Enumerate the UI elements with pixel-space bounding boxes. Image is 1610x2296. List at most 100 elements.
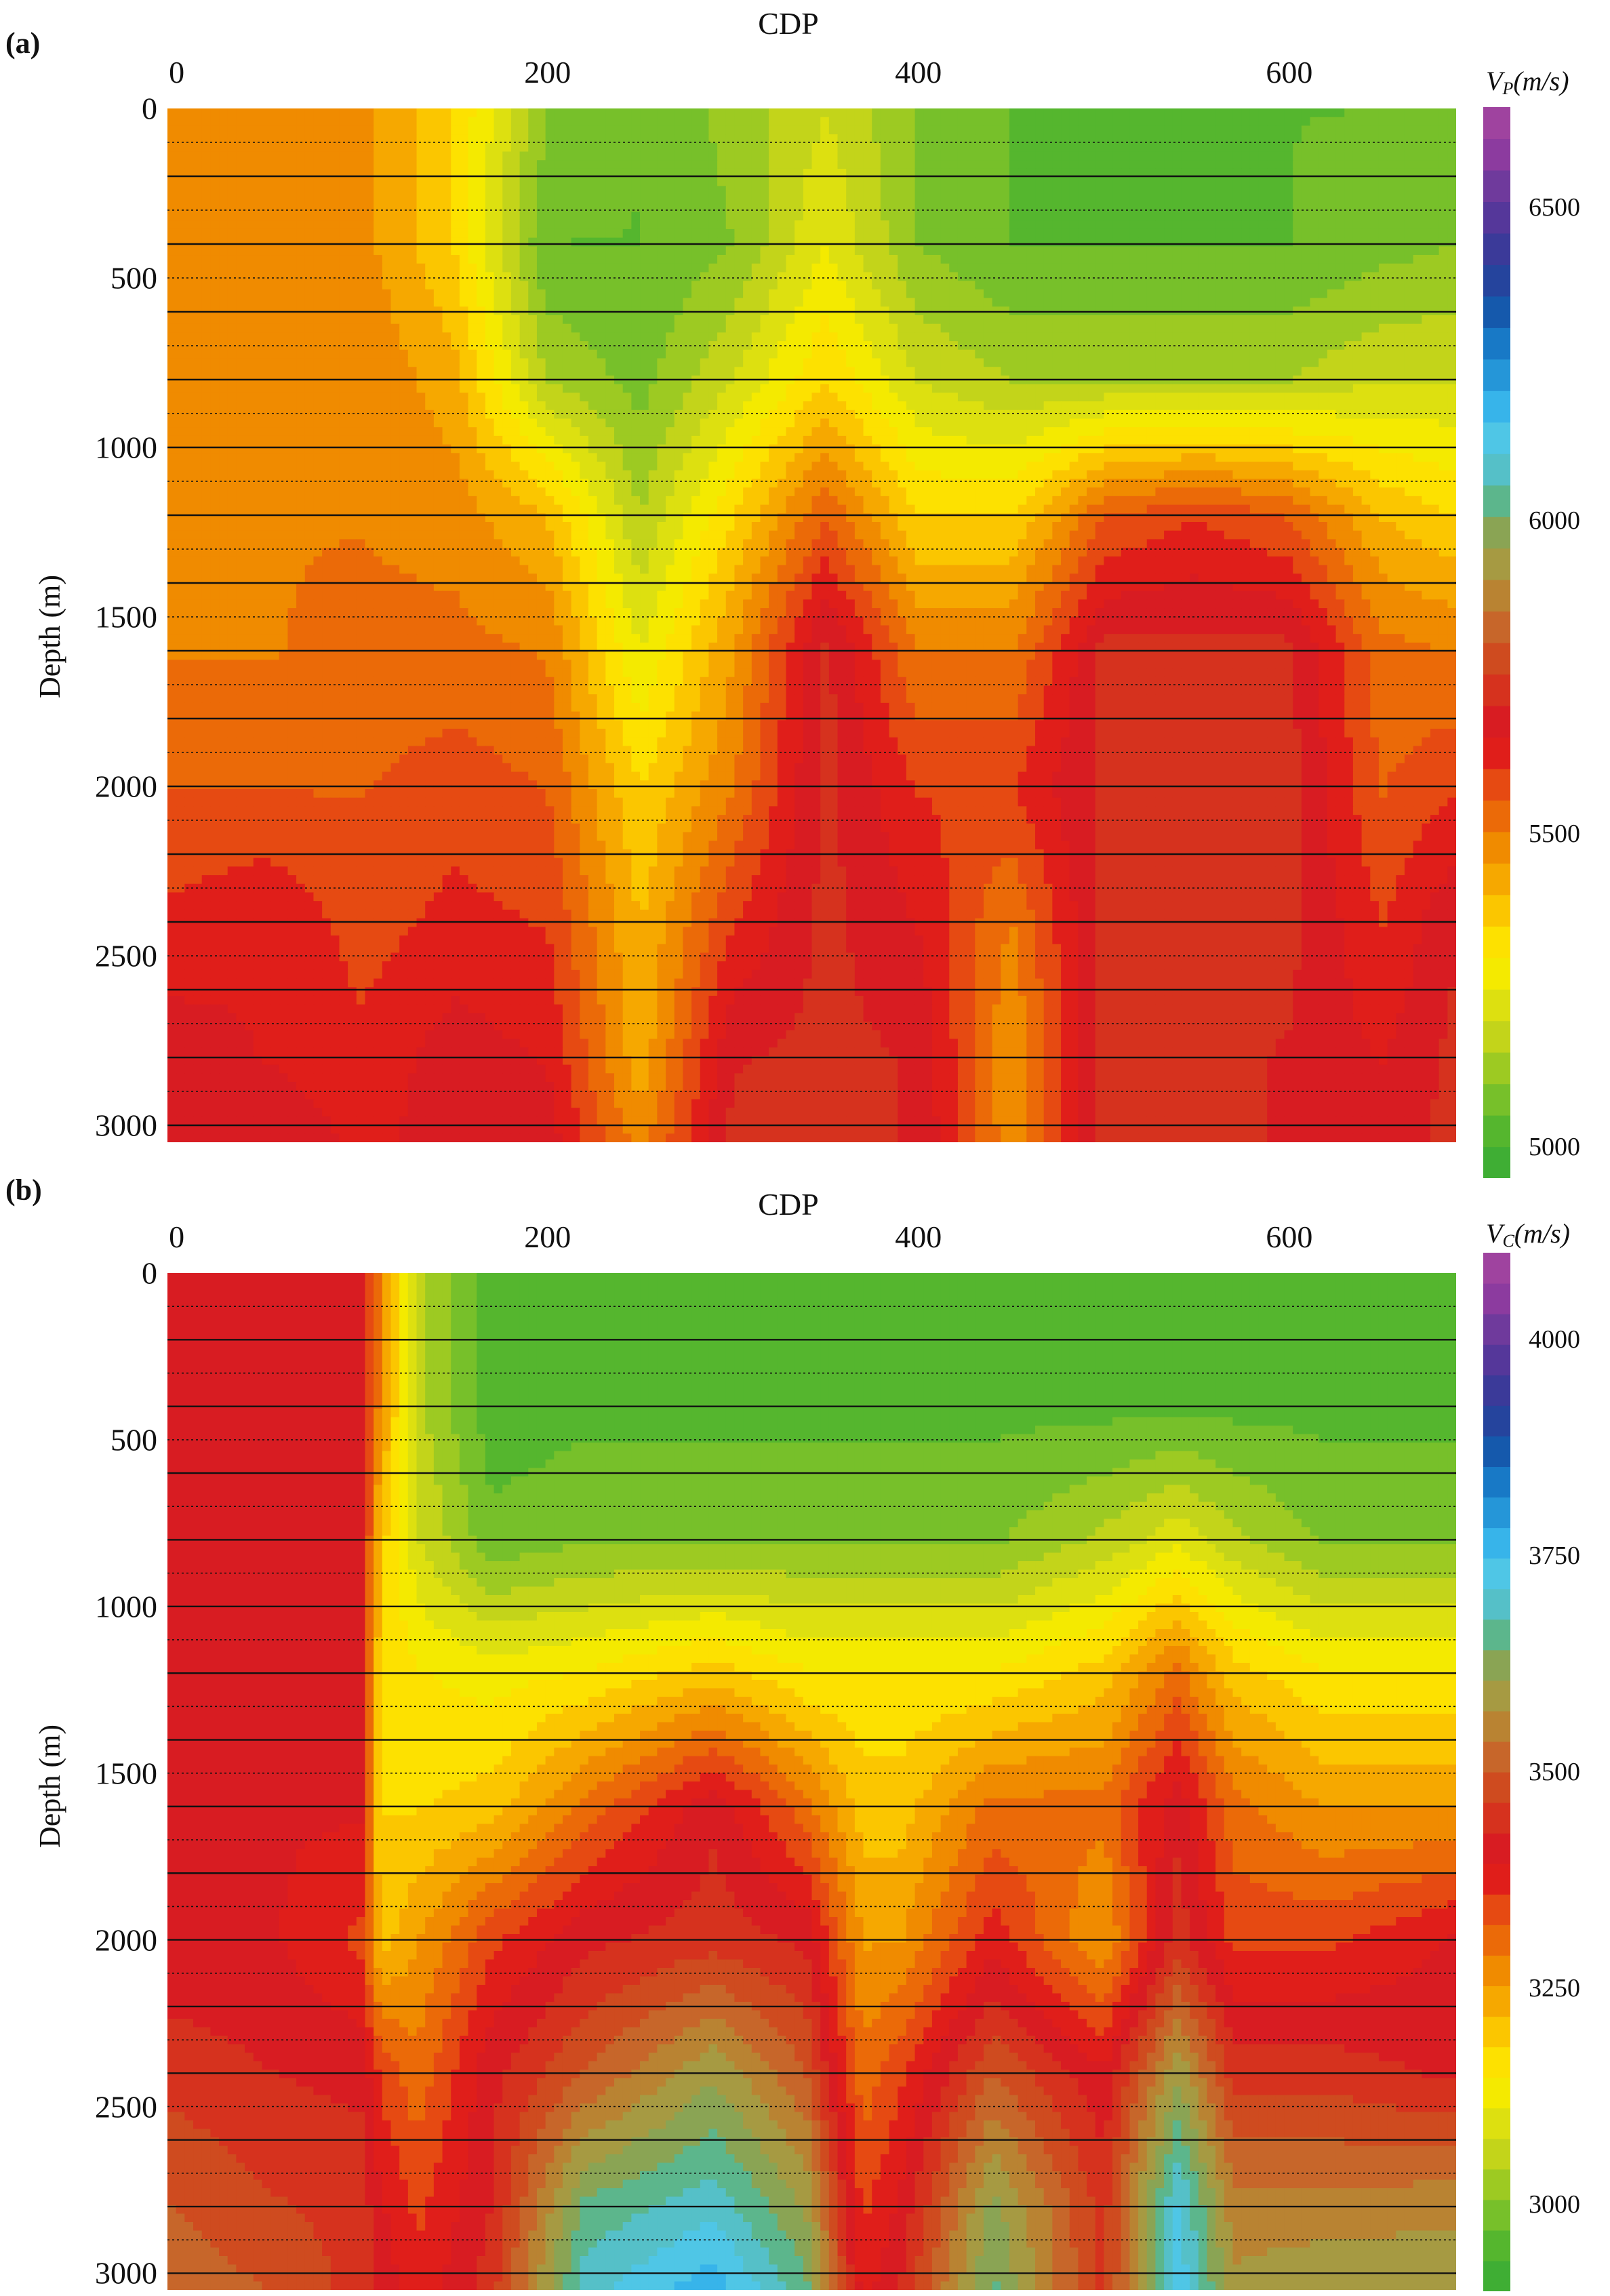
- heatmap-cell: [1422, 263, 1431, 273]
- heatmap-cell: [519, 349, 529, 359]
- heatmap-cell: [751, 255, 761, 264]
- heatmap-cell: [700, 142, 710, 153]
- heatmap-cell: [390, 263, 400, 273]
- heatmap-cell: [1319, 117, 1328, 127]
- heatmap-cell: [425, 289, 435, 299]
- heatmap-cell: [1181, 263, 1190, 273]
- heatmap-cell: [966, 323, 975, 334]
- heatmap-cell: [983, 272, 993, 281]
- heatmap-cell: [949, 134, 959, 144]
- heatmap-cell: [751, 186, 761, 195]
- heatmap-cell: [1370, 281, 1380, 290]
- heatmap-cell: [356, 195, 366, 204]
- heatmap-cell: [330, 323, 340, 334]
- heatmap-cell: [296, 384, 306, 393]
- heatmap-cell: [304, 392, 315, 402]
- heatmap-cell: [1447, 160, 1456, 169]
- heatmap-cell: [571, 117, 580, 127]
- heatmap-cell: [356, 108, 366, 118]
- heatmap-cell: [1061, 349, 1070, 359]
- heatmap-cell: [786, 255, 795, 264]
- heatmap-cell: [983, 186, 993, 195]
- heatmap-cell: [769, 384, 778, 393]
- heatmap-cell: [880, 203, 890, 213]
- heatmap-cell: [1095, 186, 1104, 195]
- heatmap-cell: [1129, 195, 1139, 204]
- heatmap-cell: [227, 186, 237, 195]
- heatmap-cell: [1207, 384, 1216, 393]
- heatmap-cell: [1275, 108, 1285, 118]
- heatmap-cell: [966, 142, 975, 153]
- heatmap-cell: [1284, 246, 1293, 256]
- heatmap-cell: [674, 323, 683, 334]
- heatmap-cell: [1284, 255, 1293, 264]
- heatmap-cell: [416, 281, 426, 290]
- heatmap-cell: [1138, 237, 1148, 247]
- heatmap-cell: [477, 323, 486, 334]
- heatmap-cell: [1430, 315, 1440, 325]
- heatmap-cell: [219, 341, 228, 350]
- heatmap-cell: [356, 203, 366, 213]
- heatmap-cell: [717, 228, 727, 239]
- heatmap-cell: [1438, 125, 1448, 135]
- heatmap-cell: [1215, 263, 1225, 273]
- heatmap-cell: [1438, 142, 1448, 153]
- heatmap-cell: [322, 160, 331, 169]
- heatmap-cell: [528, 134, 538, 144]
- heatmap-cell: [674, 220, 683, 230]
- heatmap-cell: [1293, 358, 1302, 367]
- heatmap-cell: [262, 237, 271, 247]
- heatmap-cell: [1267, 367, 1276, 376]
- heatmap-cell: [262, 341, 271, 350]
- heatmap-cell: [1087, 177, 1096, 186]
- heatmap-cell: [1352, 255, 1363, 264]
- heatmap-cell: [1043, 367, 1053, 376]
- heatmap-cell: [914, 108, 924, 118]
- heatmap-cell: [1249, 358, 1260, 367]
- heatmap-cell: [666, 246, 675, 256]
- heatmap-cell: [245, 117, 254, 127]
- heatmap-cell: [605, 212, 615, 221]
- heatmap-cell: [176, 315, 185, 325]
- heatmap-cell: [1413, 237, 1422, 247]
- heatmap-cell: [536, 125, 546, 135]
- heatmap-cell: [253, 160, 262, 169]
- heatmap-cell: [1335, 255, 1345, 264]
- heatmap-cell: [597, 358, 606, 367]
- heatmap-cell: [1009, 289, 1019, 299]
- heatmap-cell: [494, 315, 503, 325]
- heatmap-cell: [365, 228, 374, 239]
- heatmap-cell: [262, 177, 271, 186]
- heatmap-cell: [236, 289, 245, 299]
- heatmap-cell: [1413, 160, 1422, 169]
- heatmap-cell: [374, 228, 383, 239]
- heatmap-cell: [536, 384, 546, 393]
- heatmap-cell: [1052, 272, 1062, 281]
- heatmap-cell: [1129, 315, 1139, 325]
- heatmap-cell: [1207, 237, 1216, 247]
- heatmap-cell: [906, 384, 916, 393]
- heatmap-cell: [828, 195, 839, 204]
- heatmap-cell: [640, 289, 649, 299]
- heatmap-cell: [1361, 220, 1371, 230]
- heatmap-cell: [597, 332, 606, 342]
- heatmap-cell: [992, 177, 1001, 186]
- heatmap-cell: [837, 349, 847, 359]
- heatmap-cell: [691, 246, 701, 256]
- heatmap-cell: [914, 349, 924, 359]
- heatmap-cell: [407, 228, 418, 239]
- heatmap-cell: [1352, 246, 1363, 256]
- heatmap-cell: [1104, 358, 1113, 367]
- heatmap-cell: [1387, 263, 1396, 273]
- heatmap-cell: [502, 160, 512, 169]
- heatmap-cell: [356, 298, 366, 307]
- heatmap-cell: [717, 195, 727, 204]
- heatmap-cell: [725, 160, 736, 169]
- heatmap-cell: [975, 315, 984, 325]
- heatmap-cell: [940, 203, 950, 213]
- heatmap-cell: [1447, 212, 1456, 221]
- heatmap-cell: [1069, 384, 1079, 393]
- heatmap-cell: [811, 108, 821, 118]
- heatmap-cell: [287, 212, 297, 221]
- heatmap-cell: [1404, 186, 1414, 195]
